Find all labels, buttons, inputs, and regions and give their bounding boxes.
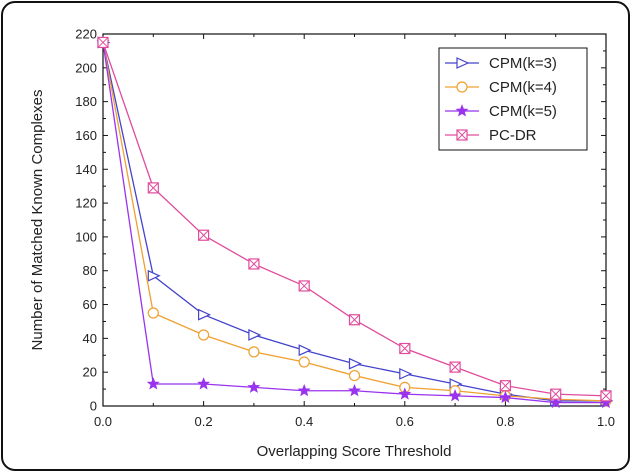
series-1-point bbox=[147, 269, 161, 282]
legend-label-3: CPM(k=5) bbox=[489, 103, 557, 120]
legend-marker-1 bbox=[456, 57, 470, 69]
legend-marker-2 bbox=[456, 81, 468, 93]
legend-label-2: CPM(k=4) bbox=[489, 79, 557, 96]
y-tick-label: 20 bbox=[83, 365, 97, 380]
series-4-point-cross-b bbox=[600, 390, 612, 402]
legend-marker-4-cross-b bbox=[456, 129, 468, 141]
y-tick-label: 220 bbox=[75, 27, 97, 42]
y-tick-label: 60 bbox=[83, 297, 97, 312]
x-tick-label: 0.2 bbox=[195, 414, 213, 429]
series-3-point bbox=[498, 390, 512, 404]
y-tick-label: 0 bbox=[90, 399, 97, 414]
series-2-point bbox=[198, 329, 210, 341]
y-tick-label: 200 bbox=[75, 60, 97, 75]
series-2-point bbox=[147, 307, 159, 319]
series-4-point-cross-b bbox=[198, 229, 209, 241]
series-4-point-cross-b bbox=[298, 280, 310, 292]
series-3-point bbox=[297, 383, 311, 397]
series-4-point-cross-b bbox=[97, 37, 109, 48]
series-2-point bbox=[298, 356, 310, 368]
y-tick-label: 40 bbox=[83, 331, 97, 346]
series-4-point-cross-b bbox=[550, 388, 562, 400]
series-3-point bbox=[247, 380, 261, 393]
series-1-point bbox=[198, 308, 212, 321]
legend-marker-3 bbox=[455, 104, 469, 117]
series-4-point-cross-b bbox=[500, 380, 511, 392]
legend-label-4: PC-DR bbox=[489, 127, 537, 144]
series-3-point bbox=[398, 387, 412, 400]
series-3-point bbox=[549, 395, 563, 409]
series-4-point-cross-b bbox=[349, 314, 360, 326]
y-tick-label: 100 bbox=[75, 229, 97, 244]
y-tick-label: 180 bbox=[75, 94, 97, 109]
series-1-point bbox=[298, 344, 312, 357]
series-4-point-cross-b bbox=[449, 361, 461, 373]
series-3-point bbox=[448, 389, 462, 402]
series-4-point-cross-b bbox=[248, 258, 260, 270]
series-2-point bbox=[348, 369, 361, 382]
y-tick-label: 160 bbox=[75, 128, 97, 143]
legend-label-1: CPM(k=3) bbox=[489, 55, 557, 72]
x-tick-label: 0.6 bbox=[396, 414, 414, 429]
x-axis-title: Overlapping Score Threshold bbox=[257, 443, 452, 460]
y-tick-label: 120 bbox=[75, 196, 97, 211]
x-tick-label: 1.0 bbox=[597, 414, 615, 429]
y-tick-label: 140 bbox=[75, 162, 97, 177]
series-3-point bbox=[197, 377, 211, 390]
y-axis-title: Number of Matched Known Complexes bbox=[29, 90, 46, 351]
series-3-point bbox=[348, 383, 361, 397]
x-tick-label: 0.4 bbox=[295, 414, 313, 429]
series-3-point bbox=[146, 377, 160, 390]
series-1-point bbox=[399, 367, 413, 380]
x-tick-label: 0.8 bbox=[496, 414, 514, 429]
series-2-point bbox=[248, 346, 260, 358]
series-4-point-cross-b bbox=[147, 182, 159, 194]
x-tick-label: 0.0 bbox=[94, 414, 112, 429]
series-4-point-cross-b bbox=[399, 343, 411, 354]
y-tick-label: 80 bbox=[83, 263, 97, 278]
series-1-point bbox=[348, 357, 362, 370]
series-1-point bbox=[248, 329, 262, 341]
